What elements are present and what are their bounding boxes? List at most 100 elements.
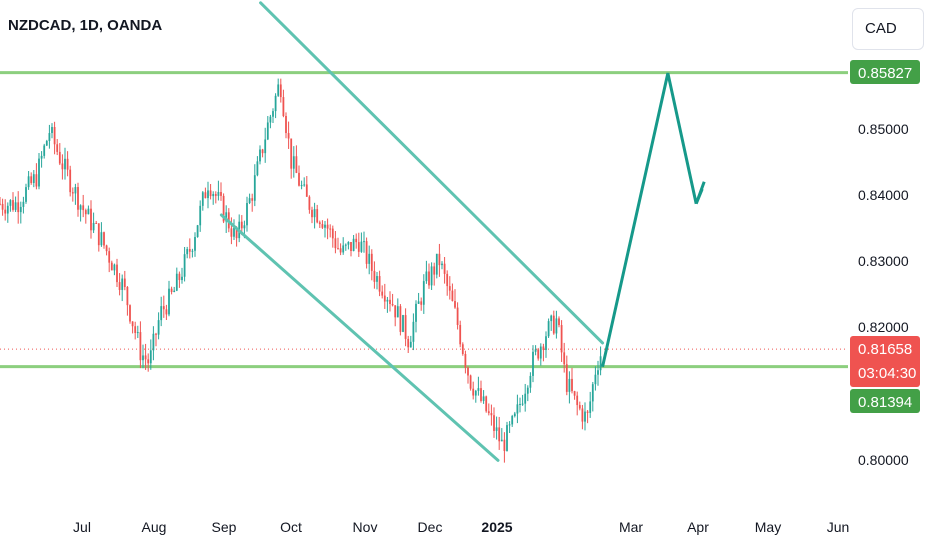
candle-body — [363, 241, 365, 243]
candle-body — [482, 396, 485, 401]
candle-body — [376, 276, 378, 282]
candle-body — [178, 273, 181, 281]
projection-arrow — [601, 72, 706, 368]
candle-body — [251, 198, 254, 201]
candle-body — [134, 326, 137, 333]
candle-body — [378, 276, 381, 292]
price-axis: 0.80000 0.82000 0.83000 0.84000 0.85000 — [858, 121, 909, 468]
candle-body — [318, 222, 321, 225]
candle-body — [508, 424, 511, 426]
candle-body — [19, 206, 22, 213]
descending-channel — [219, 1, 605, 462]
candle-body — [402, 315, 404, 332]
candle-body — [539, 346, 542, 359]
candle-body — [542, 346, 545, 351]
candle-body — [139, 332, 142, 361]
x-tick-label: Jun — [827, 519, 850, 535]
price-tag-label: 0.85827 — [858, 65, 912, 82]
currency-button[interactable]: CAD — [852, 8, 924, 50]
candle-body — [246, 203, 248, 226]
price-tag-label: 0.81394 — [858, 394, 912, 411]
candle-body — [209, 190, 212, 197]
candle-body — [233, 227, 235, 237]
candle-body — [568, 378, 571, 392]
candle-body — [428, 271, 430, 286]
y-tick-label: 0.84000 — [858, 187, 909, 203]
candle-body — [194, 237, 196, 251]
candle-body — [415, 303, 417, 322]
candle-body — [490, 413, 493, 416]
candle-body — [396, 306, 399, 318]
candle-body — [329, 228, 332, 230]
candle-body — [313, 209, 316, 218]
candle-body — [360, 241, 363, 252]
candle-body — [43, 145, 46, 156]
candle-body — [282, 97, 285, 116]
candle-body — [435, 253, 438, 275]
candle-body — [207, 190, 209, 199]
candle-body — [51, 127, 53, 134]
candle-body — [534, 349, 537, 352]
candle-body — [355, 238, 358, 243]
countdown-label: 03:04:30 — [858, 365, 916, 382]
candle-body — [524, 393, 527, 404]
candle-body — [105, 245, 108, 252]
candle-body — [126, 286, 129, 306]
candle-body — [493, 415, 495, 431]
candle-body — [368, 253, 371, 264]
candle-body — [196, 225, 199, 238]
candle-body — [253, 175, 256, 201]
candle-body — [162, 306, 165, 310]
candle-body — [45, 140, 48, 146]
candle-body — [454, 301, 456, 308]
candle-body — [160, 306, 163, 321]
candle-body — [165, 309, 168, 315]
candle-body — [217, 192, 220, 196]
price-tag-resistance — [850, 60, 920, 84]
candle-body — [311, 209, 313, 218]
candle-body — [290, 138, 293, 169]
candle-body — [526, 387, 529, 394]
candle-body — [529, 375, 532, 388]
candle-body — [422, 281, 425, 305]
price-tag-label: 0.81658 — [858, 341, 912, 358]
candle-body — [131, 321, 134, 327]
candle-body — [456, 307, 459, 325]
candle-body — [565, 364, 568, 392]
candle-body — [305, 184, 308, 197]
candle-body — [53, 127, 56, 145]
candle-body — [469, 375, 472, 389]
candle-body — [243, 225, 246, 229]
candle-body — [420, 301, 423, 305]
candle-body — [337, 248, 339, 250]
candle-body — [256, 161, 259, 176]
candle-body — [14, 202, 17, 210]
candle-body — [558, 318, 560, 326]
candle-body — [409, 341, 412, 348]
candle-body — [40, 155, 43, 159]
candle-body — [459, 324, 462, 345]
candle-body — [560, 325, 563, 353]
candle-body — [269, 116, 272, 123]
candle-body — [173, 290, 176, 293]
candle-body — [17, 202, 20, 213]
candle-body — [103, 232, 105, 246]
candle-body — [287, 133, 290, 139]
candle-body — [48, 133, 51, 141]
candle-body — [571, 378, 573, 392]
candle-body — [118, 282, 121, 290]
y-tick-label: 0.80000 — [858, 452, 909, 468]
x-tick-label: May — [755, 519, 781, 535]
candle-body — [578, 405, 581, 409]
y-tick-label: 0.82000 — [858, 319, 909, 335]
candle-body — [321, 224, 324, 228]
candle-body — [35, 174, 38, 187]
candle-body — [511, 416, 514, 425]
candle-body — [472, 388, 475, 396]
candle-body — [537, 349, 540, 359]
candle-body — [298, 172, 300, 186]
y-tick-label: 0.83000 — [858, 253, 909, 269]
candle-body — [66, 158, 69, 170]
candle-body — [279, 84, 282, 98]
candle-body — [407, 338, 410, 348]
